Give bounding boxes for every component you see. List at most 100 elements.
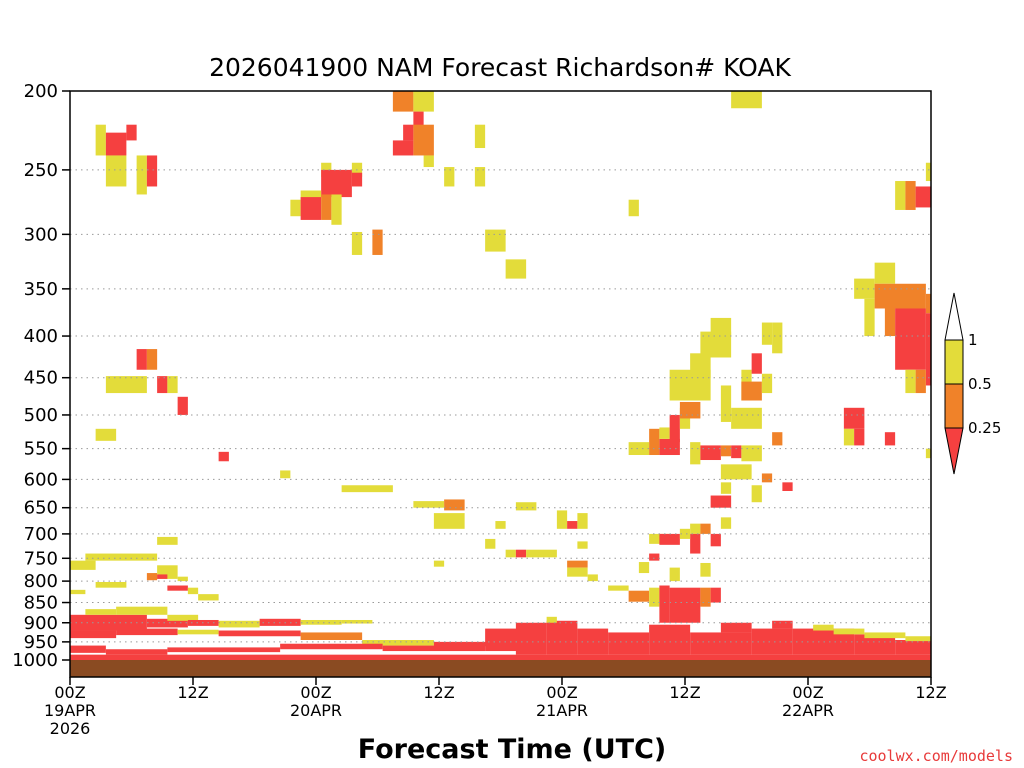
x-tick-label-0-1: 00Z xyxy=(54,683,85,702)
heatmap-cell-148 xyxy=(341,619,373,624)
heatmap-cell-78 xyxy=(649,553,660,561)
x-tick-label-5-1: 12Z xyxy=(669,683,700,702)
heatmap-cell-66 xyxy=(567,560,588,568)
heatmap-cell-9 xyxy=(403,124,414,141)
heatmap-cell-151 xyxy=(177,629,219,635)
heatmap-cell-94 xyxy=(659,427,670,439)
heatmap-cell-20 xyxy=(300,190,322,200)
heatmap-cell-118 xyxy=(782,482,793,491)
heatmap-cell-24 xyxy=(331,194,342,225)
heatmap-cell-86 xyxy=(710,533,721,547)
heatmap-cell-34 xyxy=(157,376,168,394)
heatmap-cell-83 xyxy=(690,533,701,554)
x-tick-label-7-1: 12Z xyxy=(915,683,946,702)
gridlines xyxy=(70,169,931,643)
heatmap-cell-46 xyxy=(567,521,578,529)
heatmap-cell-4 xyxy=(136,155,147,195)
heatmap-cell-85 xyxy=(700,523,711,534)
heatmap-cell-25 xyxy=(351,231,363,255)
heatmap-cell-112 xyxy=(741,381,762,401)
y-tick-label-600: 600 xyxy=(24,469,58,490)
heatmap-cell-89 xyxy=(710,495,732,508)
y-tick-label-950: 950 xyxy=(24,632,58,653)
heatmap-cell-128 xyxy=(925,293,932,314)
heatmap-cell-141 xyxy=(116,606,168,615)
heatmap-cell-124 xyxy=(854,278,875,299)
heatmap-cell-123 xyxy=(772,432,783,446)
heatmap-cell-92 xyxy=(628,442,650,456)
heatmap-cell-3 xyxy=(105,155,127,187)
heatmap-cell-163 xyxy=(546,620,578,655)
heatmap-cell-152 xyxy=(218,630,301,637)
legend-bin-0.5-1 xyxy=(944,339,964,385)
heatmap-cell-61 xyxy=(167,585,188,591)
heatmap-cell-64 xyxy=(198,594,219,601)
heatmap-cell-166 xyxy=(608,632,650,655)
credit-label[interactable]: coolwx.com/models xyxy=(859,747,1013,765)
heatmap-cell-6 xyxy=(392,91,414,112)
y-tick-label-450: 450 xyxy=(24,368,58,389)
x-tick-label-3-1: 12Z xyxy=(423,683,454,702)
heatmap-cell-109 xyxy=(731,407,762,429)
heatmap-cell-77 xyxy=(638,562,650,574)
legend-bin-0.25-0.5 xyxy=(944,383,964,429)
heatmap-cell-169 xyxy=(720,622,752,633)
heatmap-cell-174 xyxy=(895,640,932,655)
heatmap-cell-12 xyxy=(423,155,434,168)
x-tick-label-2-2: 20APR xyxy=(290,701,342,720)
x-tick-label-6-1: 00Z xyxy=(792,683,823,702)
heatmap-cell-73 xyxy=(659,585,670,623)
heatmap-cell-13 xyxy=(474,124,486,149)
heatmap-cell-156 xyxy=(70,645,106,653)
heatmap-cell-27 xyxy=(485,229,506,252)
y-tick-label-650: 650 xyxy=(24,498,58,519)
legend-label-1: 1 xyxy=(968,331,978,349)
x-tick-label-0-3: 2026 xyxy=(50,719,91,738)
heatmap-cell-74 xyxy=(669,587,701,623)
heatmap-cell-117 xyxy=(761,473,773,483)
heatmap-cell-8 xyxy=(413,111,424,128)
heatmap-cell-154 xyxy=(362,640,434,646)
heatmap-cell-49 xyxy=(505,549,516,558)
heatmap-cell-16 xyxy=(321,162,332,177)
heatmap-cell-173 xyxy=(854,634,896,655)
heatmap-cell-143 xyxy=(167,614,199,621)
heatmap-cell-68 xyxy=(587,574,598,582)
y-tick-label-700: 700 xyxy=(24,524,58,545)
y-tick-label-300: 300 xyxy=(24,224,58,245)
heatmap-cell-134 xyxy=(895,181,906,210)
y-tick-label-850: 850 xyxy=(24,593,58,614)
heatmap-cell-178 xyxy=(905,636,932,642)
heatmap-cell-1 xyxy=(105,132,127,156)
heatmap-cell-158 xyxy=(167,647,281,653)
y-tick-label-750: 750 xyxy=(24,548,58,569)
y-tick-label-500: 500 xyxy=(24,405,58,426)
heatmap-cell-108 xyxy=(720,464,752,480)
heatmap-cell-29 xyxy=(628,199,639,217)
heatmap-cell-140 xyxy=(85,609,117,615)
y-tick-label-200: 200 xyxy=(24,81,58,102)
heatmap-cell-122 xyxy=(884,432,896,446)
heatmap-cell-21 xyxy=(290,199,301,217)
heatmap-cell-130 xyxy=(895,308,926,370)
y-tick-label-250: 250 xyxy=(24,160,58,181)
heatmap-cell-127 xyxy=(874,283,926,309)
heatmap-cell-139 xyxy=(70,614,147,631)
heatmap-cell-147 xyxy=(300,619,342,625)
heatmap-cells xyxy=(70,91,932,660)
heatmap-cell-91 xyxy=(659,438,680,456)
heatmap-cell-164 xyxy=(546,616,557,623)
heatmap-cell-62 xyxy=(187,587,199,595)
heatmap-cell-45 xyxy=(556,510,568,529)
heatmap-cell-105 xyxy=(720,445,732,457)
heatmap-cell-39 xyxy=(280,470,291,479)
heatmap-cell-57 xyxy=(95,581,127,588)
heatmap-cell-2 xyxy=(126,124,137,141)
legend-label-0.5: 0.5 xyxy=(968,375,992,393)
heatmap-cell-31 xyxy=(105,376,147,394)
legend-bin-below-0.25 xyxy=(944,427,964,475)
heatmap-cell-0 xyxy=(95,124,106,156)
plot-frame xyxy=(69,90,932,678)
